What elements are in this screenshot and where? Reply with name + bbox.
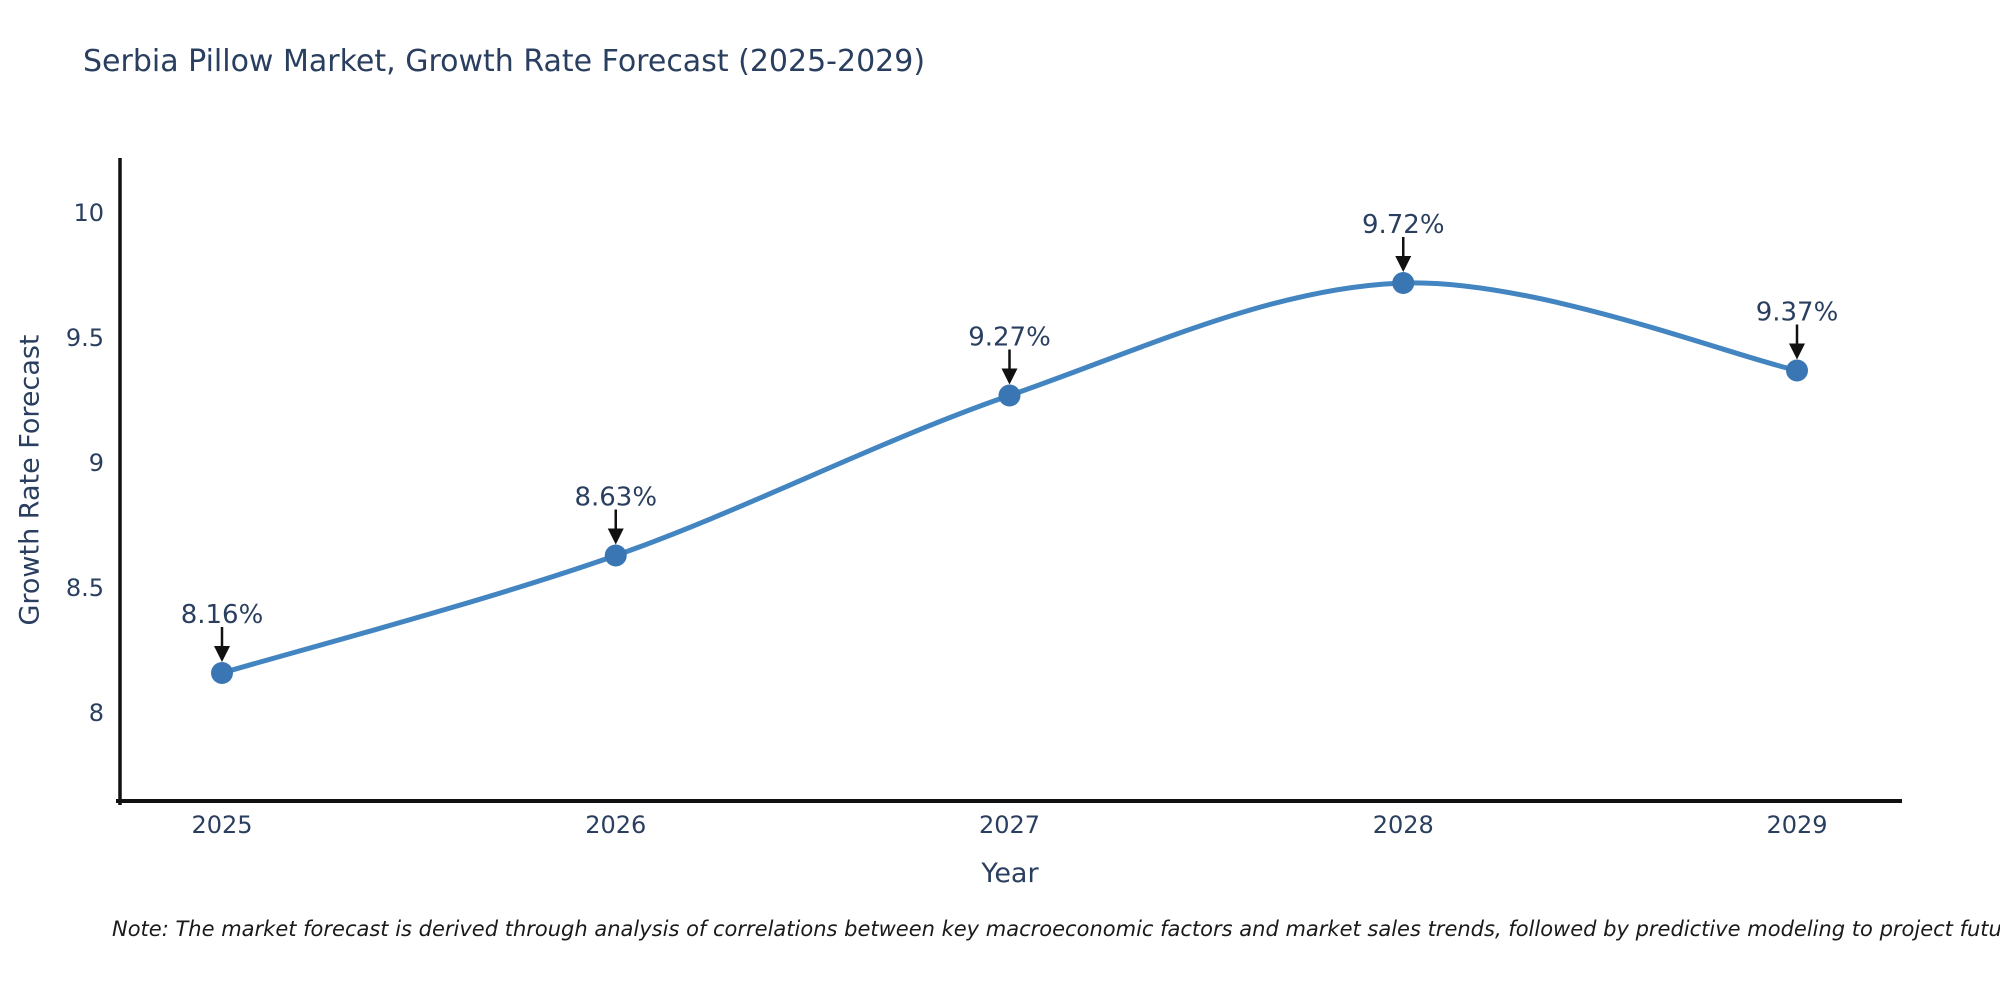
y-tick-label: 8.5 xyxy=(66,574,104,602)
point-value-label: 9.27% xyxy=(968,323,1051,353)
annotation-arrow-head xyxy=(1001,368,1018,385)
point-value-label: 8.63% xyxy=(574,483,657,513)
chart-title: Serbia Pillow Market, Growth Rate Foreca… xyxy=(83,44,926,79)
annotation-arrow-head xyxy=(1789,343,1805,360)
data-point xyxy=(1786,359,1808,382)
annotation-arrow-head xyxy=(214,646,230,662)
annotation-arrow-head xyxy=(607,528,624,545)
annotation-arrow-head xyxy=(1395,256,1412,272)
data-point xyxy=(211,662,233,684)
x-tick-label: 2028 xyxy=(1373,811,1434,839)
point-value-label: 8.16% xyxy=(181,600,264,630)
y-tick-label: 10 xyxy=(73,199,104,227)
y-tick-label: 9.5 xyxy=(66,324,104,352)
point-value-label: 9.37% xyxy=(1756,298,1839,328)
data-point xyxy=(998,384,1021,407)
x-tick-label: 2027 xyxy=(979,811,1040,839)
data-point xyxy=(1392,272,1415,294)
point-value-label: 9.72% xyxy=(1362,210,1445,240)
x-tick-label: 2025 xyxy=(191,811,252,839)
x-axis-title: Year xyxy=(981,858,1039,889)
data-point xyxy=(604,544,627,567)
y-tick-label: 9 xyxy=(89,449,104,477)
x-tick-label: 2026 xyxy=(585,811,646,839)
footnote: Note: The market forecast is derived thr… xyxy=(112,917,2000,941)
y-tick-label: 8 xyxy=(89,699,104,727)
x-tick-label: 2029 xyxy=(1766,811,1827,839)
